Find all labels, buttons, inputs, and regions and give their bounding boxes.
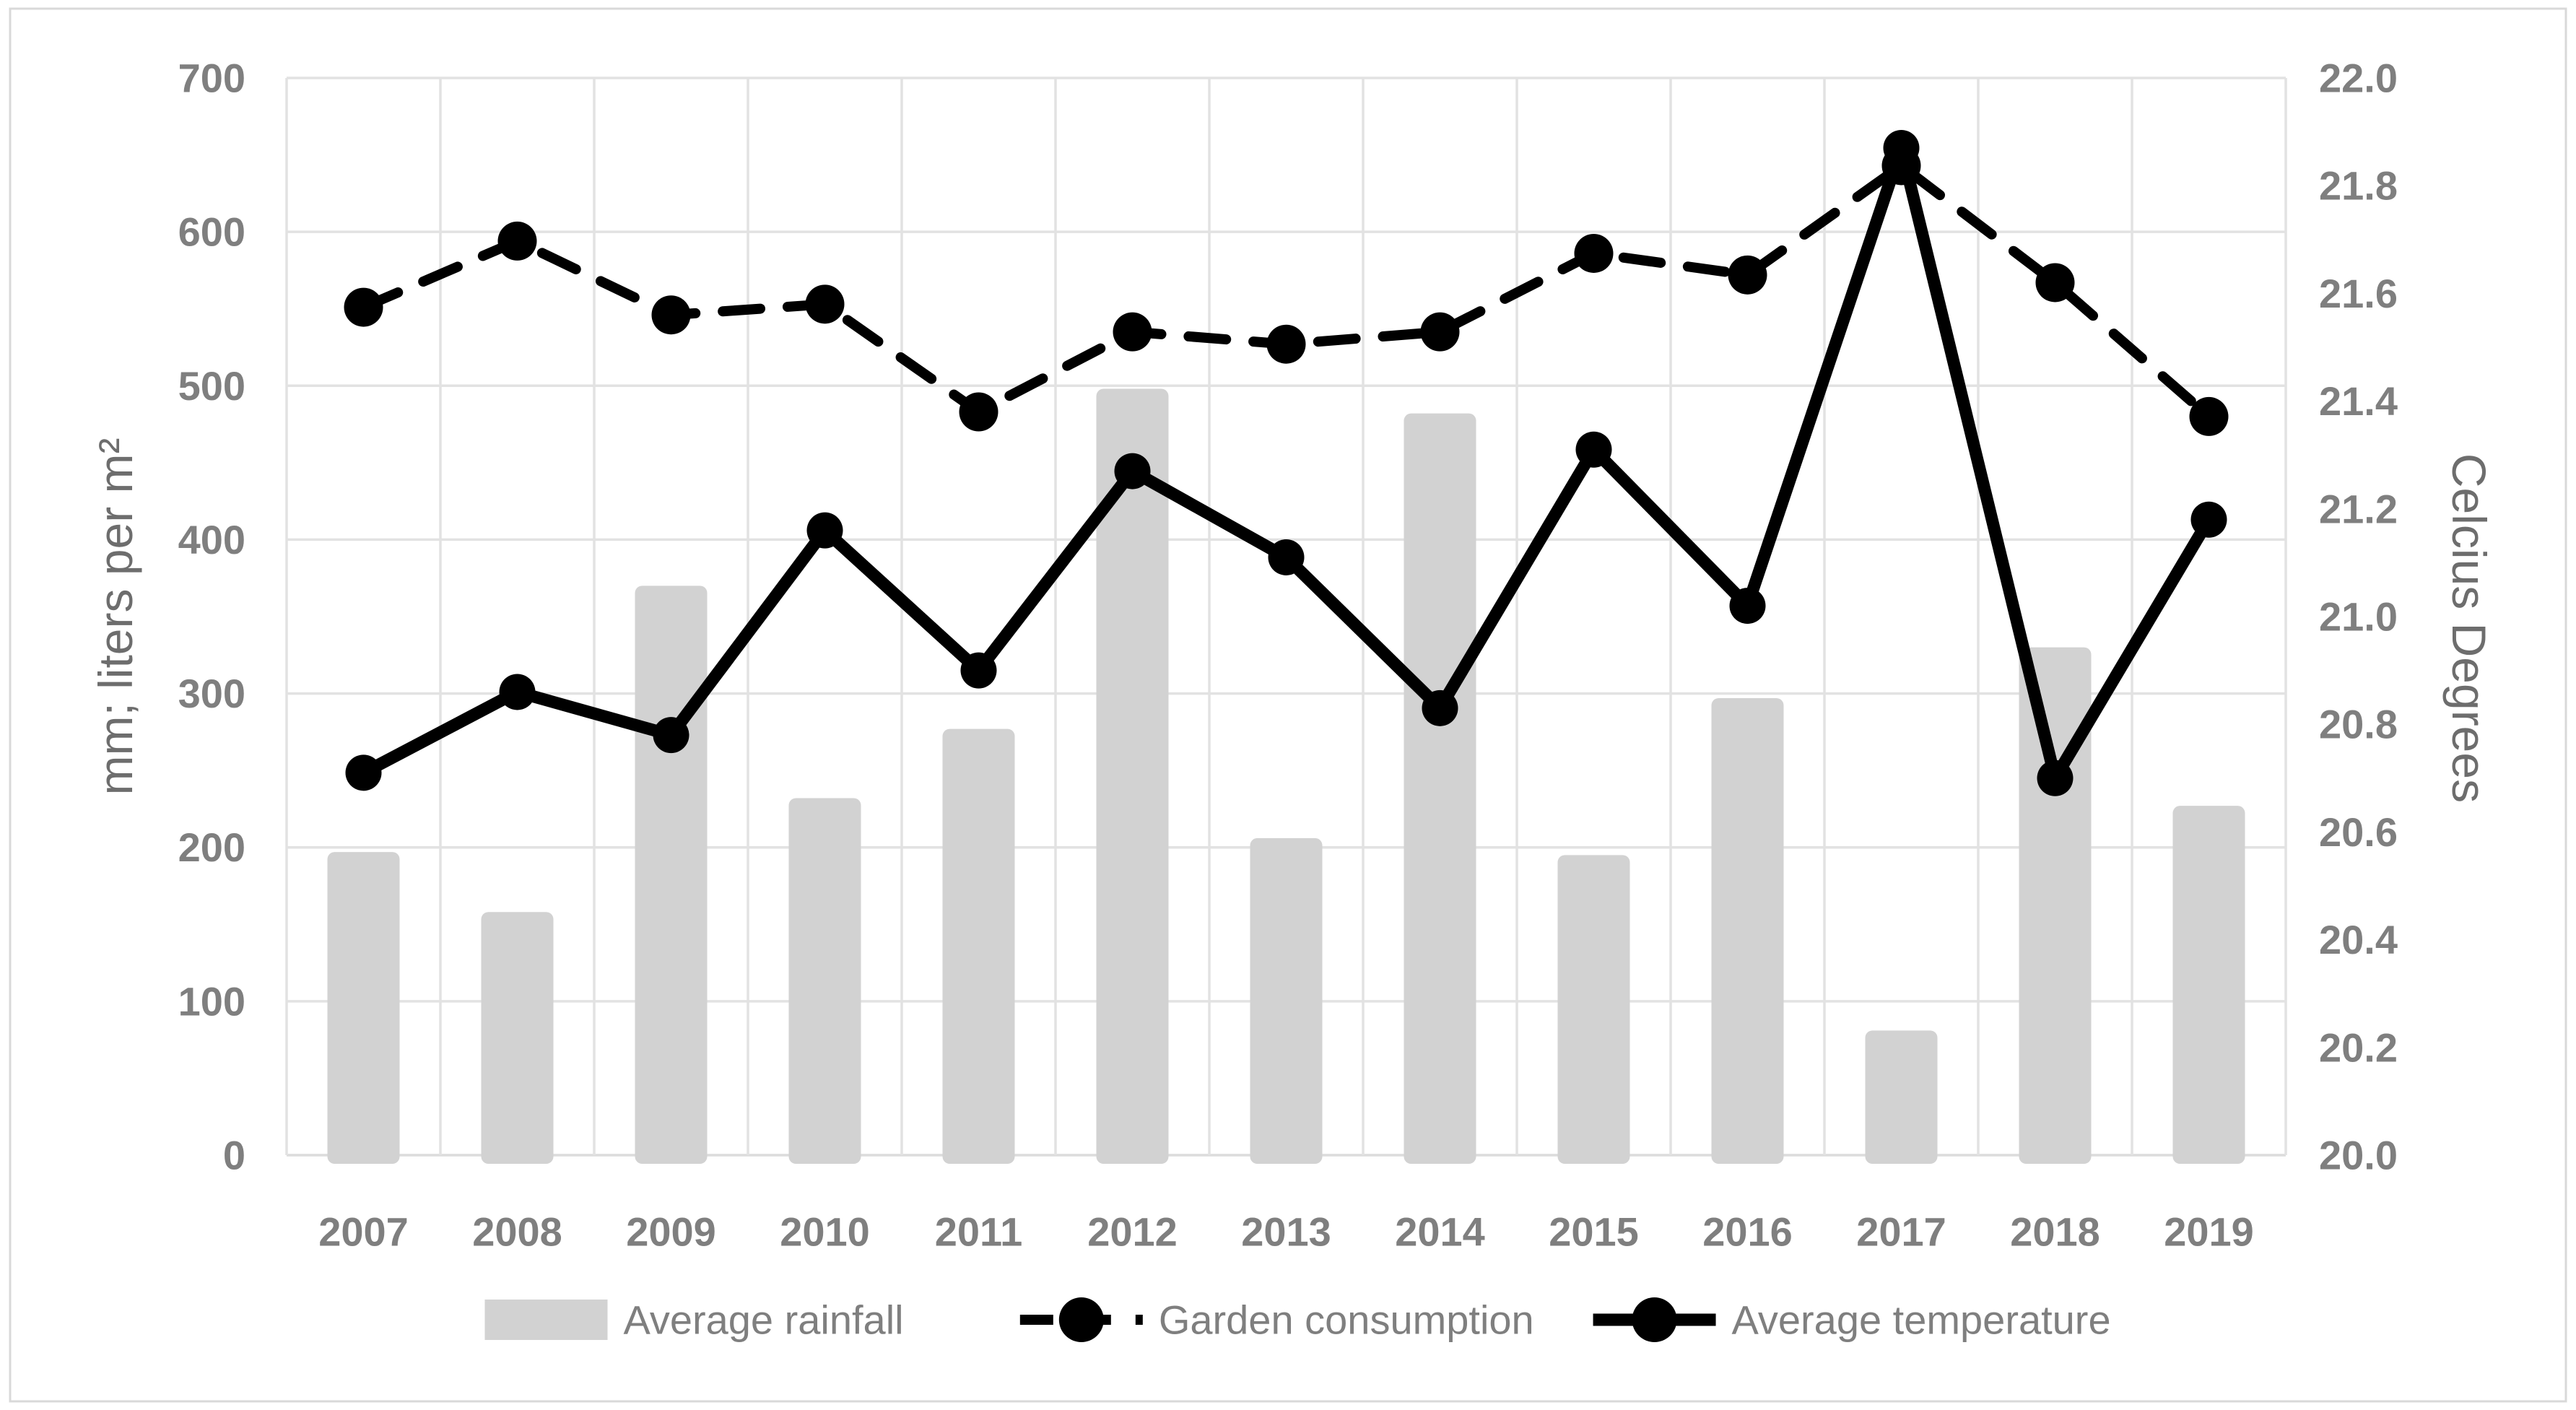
garden-consumption-marker	[344, 287, 383, 327]
temperature-marker	[1883, 129, 1920, 166]
x-axis-year-label: 2017	[1856, 1209, 1946, 1255]
x-axis-year-label: 2018	[2010, 1209, 2100, 1255]
legend-label: Average rainfall	[623, 1297, 903, 1343]
temperature-marker	[2190, 501, 2227, 538]
legend-item-average-rainfall: Average rainfall	[484, 1297, 904, 1343]
temperature-marker	[1729, 588, 1766, 625]
temperature-marker	[1422, 689, 1458, 726]
left-axis-title: mm; liters per m²	[89, 438, 142, 796]
garden-consumption-marker	[1113, 312, 1152, 352]
right-axis-tick-label: 21.8	[2319, 163, 2398, 209]
right-axis-tick-label: 21.6	[2319, 271, 2398, 316]
rainfall-bar	[1250, 837, 1323, 1164]
garden-consumption-marker	[2035, 263, 2075, 303]
right-axis-tick-label: 21.2	[2319, 486, 2398, 531]
garden-consumption-marker	[2189, 396, 2229, 436]
garden-consumption-marker	[651, 295, 691, 335]
rainfall-bar	[1865, 1030, 1938, 1164]
left-axis-tick-label: 500	[178, 363, 245, 409]
temperature-marker	[653, 717, 689, 754]
legend-swatch-rainfall	[484, 1300, 608, 1340]
x-axis-year-label: 2008	[472, 1209, 562, 1255]
right-axis-tick-label: 21.0	[2319, 594, 2398, 640]
garden-consumption-marker	[959, 392, 998, 432]
temperature-marker	[1575, 431, 1612, 468]
x-axis-year-label: 2019	[2164, 1209, 2254, 1255]
left-axis-tick-label: 700	[178, 56, 245, 101]
garden-consumption-marker	[1574, 233, 1614, 273]
x-axis-year-label: 2016	[1702, 1209, 1793, 1255]
x-axis-year-label: 2014	[1395, 1209, 1485, 1255]
temperature-marker	[1114, 453, 1151, 489]
garden-consumption-marker	[1266, 324, 1306, 364]
left-axis-tick-label: 0	[223, 1133, 245, 1178]
legend-item-average-temperature: Average temperature	[1593, 1297, 2111, 1343]
left-axis-tick-label: 600	[178, 209, 245, 255]
left-axis-tick-label: 200	[178, 824, 245, 870]
legend-marker-dot	[1632, 1297, 1677, 1342]
rainfall-bar	[481, 912, 554, 1164]
garden-consumption-marker	[497, 221, 537, 261]
legend-item-garden-consumption: Garden consumption	[1019, 1297, 1534, 1343]
garden-consumption-marker	[805, 284, 845, 324]
legend-marker-dot	[1058, 1297, 1104, 1342]
chart-area-border	[9, 7, 2567, 1403]
rainfall-bar	[1404, 413, 1476, 1165]
x-axis-year-label: 2011	[935, 1209, 1023, 1255]
left-axis-tick-label: 300	[178, 671, 245, 716]
x-axis-year-label: 2013	[1241, 1209, 1331, 1255]
right-axis-tick-label: 22.0	[2319, 56, 2398, 101]
temperature-marker	[499, 674, 536, 710]
right-axis-tick-label: 20.4	[2319, 917, 2398, 962]
x-axis-year-label: 2009	[626, 1209, 716, 1255]
left-axis-tick-label: 400	[178, 517, 245, 562]
rainfall-bar	[1711, 697, 1784, 1164]
rainfall-bar	[2172, 806, 2245, 1164]
x-axis-year-label: 2007	[318, 1209, 409, 1255]
right-axis-tick-label: 20.8	[2319, 702, 2398, 747]
right-axis-tick-label: 20.6	[2319, 809, 2398, 855]
temperature-marker	[1268, 539, 1305, 575]
garden-consumption-marker	[1420, 312, 1460, 352]
right-axis-tick-label: 20.2	[2319, 1024, 2398, 1070]
legend-label: Garden consumption	[1159, 1297, 1534, 1343]
temperature-marker	[2037, 760, 2074, 796]
garden-consumption-marker	[1728, 255, 1767, 295]
right-axis-tick-label: 20.0	[2319, 1133, 2398, 1178]
x-axis-year-label: 2012	[1087, 1209, 1178, 1255]
rainfall-bar	[942, 728, 1015, 1164]
rainfall-bar	[635, 586, 708, 1164]
rainfall-bar	[788, 798, 861, 1164]
right-axis-tick-label: 21.4	[2319, 378, 2398, 424]
left-axis-tick-label: 100	[178, 978, 245, 1024]
rainfall-bar	[2019, 647, 2092, 1164]
rainfall-bar	[327, 852, 400, 1164]
rainfall-bar	[1096, 388, 1169, 1164]
right-axis-title: Celcius Degrees	[2442, 453, 2496, 803]
temperature-marker	[960, 652, 997, 689]
temperature-marker	[345, 754, 382, 791]
x-axis-year-label: 2015	[1549, 1209, 1639, 1255]
temperature-marker	[806, 512, 843, 549]
x-axis-year-label: 2010	[780, 1209, 870, 1255]
rainfall-bar	[1557, 855, 1630, 1164]
legend-label: Average temperature	[1732, 1297, 2111, 1343]
